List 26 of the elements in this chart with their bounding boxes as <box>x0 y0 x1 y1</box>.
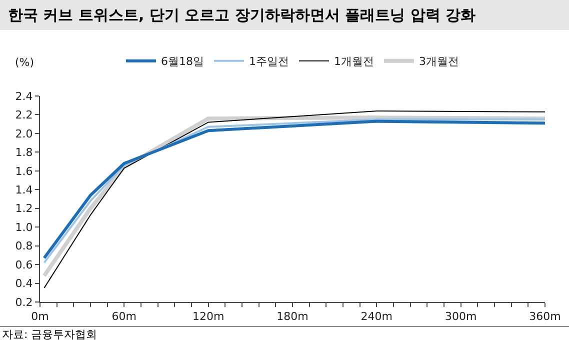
y-tick-label: 0.8 <box>15 240 33 253</box>
x-tick-label: 360m <box>529 310 561 324</box>
x-tick-label: 60m <box>112 310 137 324</box>
legend-label: 1개월전 <box>334 55 374 68</box>
legend-label: 3개월전 <box>419 55 459 68</box>
y-tick-label: 2.0 <box>15 127 33 140</box>
text: 자료: 금융투자협회 <box>0 326 569 342</box>
x-tick-label: 120m <box>192 310 224 324</box>
y-tick-label: 1.8 <box>15 146 33 160</box>
y-tick-label: 1.0 <box>15 220 33 234</box>
y-axis-title: (%) <box>15 56 34 69</box>
x-tick-label: 300m <box>444 310 477 324</box>
y-tick-label: 1.2 <box>15 202 33 216</box>
y-tick-label: 0.4 <box>15 277 33 290</box>
x-tick-label: 240m <box>360 310 393 324</box>
y-tick-label: 2.2 <box>15 108 33 122</box>
x-tick-label: 180m <box>276 310 308 324</box>
y-tick-label: 1.4 <box>15 183 33 196</box>
x-tick-label: 0m <box>31 310 49 324</box>
y-tick-label: 2.4 <box>15 90 33 103</box>
legend-label: 1주일전 <box>249 55 289 68</box>
y-tick-label: 0.6 <box>15 258 33 272</box>
y-tick-label: 1.6 <box>15 164 33 178</box>
legend-label: 6월18일 <box>161 55 204 68</box>
chart-title: 한국 커브 트위스트, 단기 오르고 장기하락하면서 플래트닝 압력 강화 <box>0 0 569 30</box>
y-tick-label: 0.2 <box>15 296 33 309</box>
